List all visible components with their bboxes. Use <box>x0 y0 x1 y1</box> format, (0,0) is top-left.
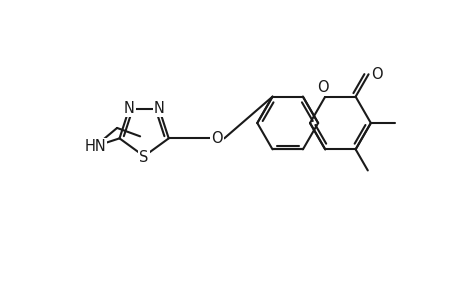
Text: O: O <box>370 67 382 82</box>
Text: O: O <box>211 131 223 146</box>
Text: HN: HN <box>84 139 106 154</box>
Text: S: S <box>139 150 148 165</box>
Text: N: N <box>154 101 164 116</box>
Text: O: O <box>317 80 328 95</box>
Text: N: N <box>123 101 134 116</box>
